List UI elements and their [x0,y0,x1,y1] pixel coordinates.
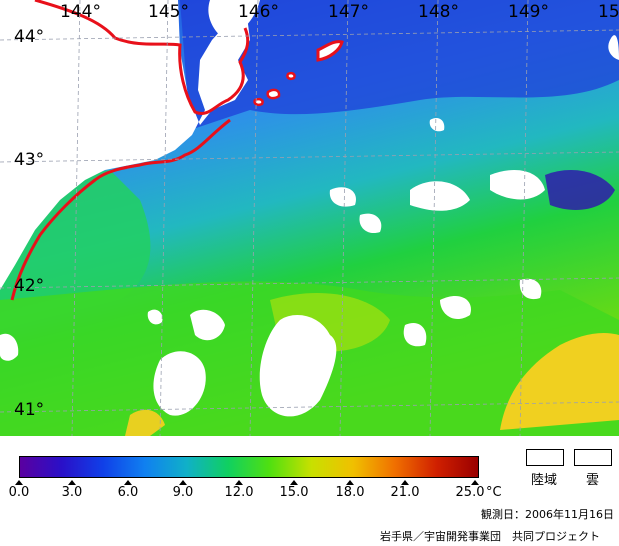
temperature-colorbar [19,456,479,478]
colorbar-tick [471,480,479,485]
cold-water-north [180,0,619,130]
very-warm-water [500,333,619,430]
land-key-swatch [526,449,564,466]
colorbar-label-21: 21.0 [390,485,420,500]
colorbar-tick [235,480,243,485]
coastline [34,0,250,115]
observation-date: 観測日：2006年11月16日 [481,508,614,521]
latitude-label-42: 42° [14,276,45,296]
land-key-label: 陸域 [531,473,558,488]
colorbar-label-9: 9.0 [172,485,194,500]
island-small-1 [266,88,281,100]
colorbar-label-0: 0.0 [8,485,30,500]
colorbar-label-25: 25.0 [455,485,485,500]
colorbar-label-12: 12.0 [224,485,254,500]
longitude-label-145: 145° [148,2,189,22]
colorbar-label-15: 15.0 [279,485,309,500]
island-small-3 [286,71,296,81]
cloud-mask [0,0,619,416]
coastline-south [10,118,231,301]
colorbar-tick [346,480,354,485]
island-outline [316,40,344,62]
longitude-label-146: 146° [238,2,279,22]
colorbar-tick [68,480,76,485]
cloud-key-label: 雲 [586,473,600,488]
colorbar-tick [124,480,132,485]
colorbar-label-18: 18.0 [335,485,365,500]
cold-eddy-east [545,170,615,210]
latitude-label-44: 44° [14,27,45,47]
longitude-label-144: 144° [60,2,101,22]
cloud-key-swatch [574,449,612,466]
land-area [0,0,250,290]
longitude-label-148: 148° [418,2,459,22]
longitude-label-150: 15 [598,2,619,22]
colorbar-unit: °C [486,485,502,500]
warm-patch-south [125,409,165,436]
latitude-label-41: 41° [14,400,45,420]
credit-line: 岩手県／宇宙開発事業団 共同プロジェクト [380,530,600,543]
latitude-label-43: 43° [14,150,45,170]
colorbar-tick [401,480,409,485]
colorbar-tick [290,480,298,485]
island-small-2 [253,97,264,107]
colorbar-label-6: 6.0 [117,485,139,500]
land-north-cape [20,0,170,45]
colorbar-tick [15,480,23,485]
sea-surface-temperature-map [0,0,619,436]
longitude-label-149: 149° [508,2,549,22]
colorbar-tick [179,480,187,485]
colorbar-label-3: 3.0 [61,485,83,500]
graticule [0,0,619,436]
longitude-label-147: 147° [328,2,369,22]
